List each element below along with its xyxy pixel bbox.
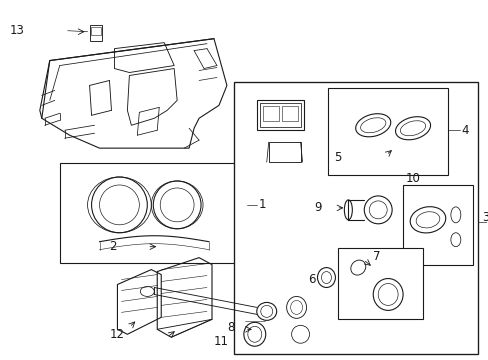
Text: 5: 5: [334, 150, 341, 163]
Text: 7: 7: [372, 250, 380, 263]
Bar: [259, 103, 300, 127]
Text: 1: 1: [258, 198, 266, 211]
Bar: [256, 100, 303, 130]
Text: 2: 2: [109, 240, 117, 253]
Text: 13: 13: [10, 24, 25, 37]
Bar: [89, 25, 102, 41]
Bar: [402, 185, 472, 265]
Text: 8: 8: [226, 321, 234, 334]
Bar: [233, 82, 477, 354]
Bar: [90, 27, 101, 35]
Text: 4: 4: [461, 124, 468, 137]
Bar: [268, 142, 300, 162]
Text: 11: 11: [214, 335, 228, 348]
Text: 10: 10: [405, 171, 420, 185]
Bar: [338, 248, 422, 319]
Bar: [281, 106, 297, 121]
Bar: [262, 106, 278, 121]
Text: 6: 6: [308, 273, 315, 286]
Bar: [60, 163, 244, 262]
Bar: [328, 89, 447, 175]
Text: 12: 12: [109, 328, 124, 341]
Text: 9: 9: [314, 201, 322, 214]
Text: 3: 3: [481, 211, 488, 224]
